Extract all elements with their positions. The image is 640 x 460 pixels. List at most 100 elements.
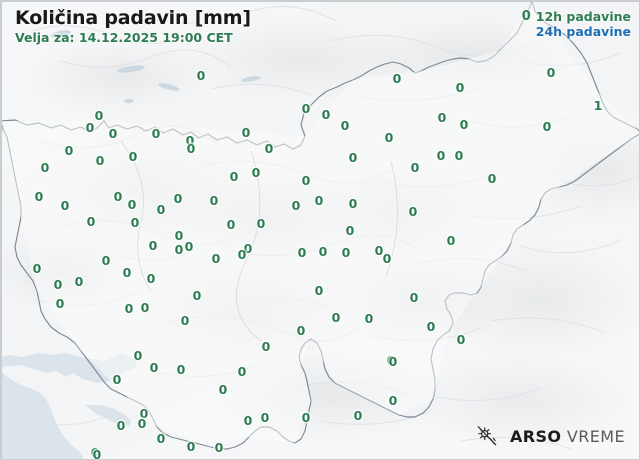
station-value-marker[interactable]: 0 — [256, 216, 266, 231]
station-value-marker[interactable]: 0 — [173, 191, 183, 206]
station-value-marker[interactable]: 0 — [128, 149, 138, 164]
station-value-marker[interactable]: 0 — [437, 110, 447, 125]
station-value-marker[interactable]: 0 — [137, 416, 147, 431]
station-value-marker[interactable]: 0 — [101, 253, 111, 268]
station-value-marker[interactable]: 0 — [301, 173, 311, 188]
station-value-marker[interactable]: 0 — [122, 265, 132, 280]
station-value-marker[interactable]: 0 — [196, 68, 206, 83]
station-value-marker[interactable]: 0 — [487, 171, 497, 186]
station-value-marker[interactable]: 0 — [374, 243, 384, 258]
station-value-marker[interactable]: 0 — [176, 362, 186, 377]
station-value-marker[interactable]: 0 — [348, 196, 358, 211]
station-value-marker[interactable]: 0 — [180, 313, 190, 328]
station-value-marker[interactable]: 0 — [214, 440, 224, 455]
station-value-marker[interactable]: 0 — [353, 408, 363, 423]
station-value-marker[interactable]: 0 — [546, 65, 556, 80]
station-value-marker[interactable]: 0 — [156, 202, 166, 217]
station-value-marker[interactable]: 0 — [149, 360, 159, 375]
station-value-marker[interactable]: 0 — [455, 80, 465, 95]
station-value-marker[interactable]: 0 — [318, 244, 328, 259]
station-value-marker[interactable]: 0 — [364, 311, 374, 326]
station-value-marker[interactable]: 0 — [408, 204, 418, 219]
station-value-marker[interactable]: 0 — [251, 165, 261, 180]
station-value-marker[interactable]: 0 — [314, 283, 324, 298]
station-value-marker[interactable]: 0 — [92, 447, 102, 460]
station-value-marker[interactable]: 0 — [426, 319, 436, 334]
station-value-marker[interactable]: 0 — [388, 354, 398, 369]
station-value-marker[interactable]: 0 — [340, 118, 350, 133]
station-value-marker[interactable]: 0 — [459, 117, 469, 132]
station-value-marker[interactable]: 0 — [34, 189, 44, 204]
station-value-marker[interactable]: 0 — [174, 228, 184, 243]
station-value-marker[interactable]: 0 — [261, 339, 271, 354]
station-value-marker[interactable]: 0 — [382, 251, 392, 266]
station-value-marker[interactable]: 0 — [392, 71, 402, 86]
station-value-marker[interactable]: 0 — [139, 406, 149, 421]
station-value-marker[interactable]: 0 — [341, 245, 351, 260]
station-value-marker[interactable]: 0 — [156, 431, 166, 446]
station-value-marker[interactable]: 0 — [116, 418, 126, 433]
station-value-marker[interactable]: 0 — [130, 215, 140, 230]
station-value-marker[interactable]: 0 — [542, 119, 552, 134]
station-value-marker[interactable]: 0 — [184, 239, 194, 254]
station-value-marker[interactable]: 0 — [186, 439, 196, 454]
station-value-marker[interactable]: 0 — [296, 323, 306, 338]
station-value-marker[interactable]: 0 — [454, 148, 464, 163]
station-value-marker[interactable]: 0 — [148, 238, 158, 253]
station-value-marker[interactable]: 0 — [331, 310, 341, 325]
station-value-marker[interactable]: 0 — [301, 101, 311, 116]
station-value-marker[interactable]: 0 — [60, 198, 70, 213]
station-value-marker[interactable]: 1 — [593, 98, 603, 113]
station-value-marker[interactable]: 0 — [386, 353, 396, 368]
station-value-marker[interactable]: 0 — [409, 290, 419, 305]
station-value-marker[interactable]: 0 — [226, 217, 236, 232]
station-value-marker[interactable]: 0 — [133, 348, 143, 363]
station-value-marker[interactable]: 0 — [113, 189, 123, 204]
station-value-marker[interactable]: 0 — [95, 153, 105, 168]
station-value-marker[interactable]: 0 — [151, 126, 161, 141]
station-value-marker[interactable]: 0 — [388, 393, 398, 408]
station-value-marker[interactable]: 0 — [384, 130, 394, 145]
station-value-marker[interactable]: 0 — [74, 274, 84, 289]
station-value-marker[interactable]: 0 — [301, 410, 311, 425]
station-value-marker[interactable]: 0 — [64, 143, 74, 158]
station-value-marker[interactable]: 0 — [243, 413, 253, 428]
station-value-marker[interactable]: 0 — [218, 382, 228, 397]
station-value-marker[interactable]: 0 — [85, 120, 95, 135]
station-value-marker[interactable]: 0 — [264, 141, 274, 156]
station-value-marker[interactable]: 0 — [124, 301, 134, 316]
station-value-marker[interactable]: 0 — [53, 277, 63, 292]
station-value-marker[interactable]: 0 — [229, 169, 239, 184]
station-value-marker[interactable]: 0 — [32, 261, 42, 276]
station-value-marker[interactable]: 0 — [86, 214, 96, 229]
station-value-marker[interactable]: 0 — [446, 233, 456, 248]
station-value-marker[interactable]: 0 — [237, 364, 247, 379]
station-value-marker[interactable]: 0 — [90, 445, 100, 460]
station-value-marker[interactable]: 0 — [185, 133, 195, 148]
station-value-marker[interactable]: 0 — [127, 197, 137, 212]
brand[interactable]: ARSO VREME — [476, 425, 625, 447]
station-value-marker[interactable]: 0 — [260, 410, 270, 425]
station-value-marker[interactable]: 0 — [40, 160, 50, 175]
station-value-marker[interactable]: 0 — [314, 193, 324, 208]
station-value-marker[interactable]: 0 — [174, 242, 184, 257]
station-value-marker[interactable]: 0 — [456, 332, 466, 347]
station-value-marker[interactable]: 0 — [146, 271, 156, 286]
station-value-marker[interactable]: 0 — [297, 245, 307, 260]
station-value-marker[interactable]: 0 — [192, 288, 202, 303]
station-value-marker[interactable]: 0 — [112, 372, 122, 387]
station-value-marker[interactable]: 0 — [237, 247, 247, 262]
station-value-marker[interactable]: 0 — [55, 296, 65, 311]
station-value-marker[interactable]: 0 — [243, 241, 253, 256]
station-value-marker[interactable]: 0 — [94, 108, 104, 123]
station-value-marker[interactable]: 0 — [291, 198, 301, 213]
station-value-marker[interactable]: 0 — [186, 141, 196, 156]
station-value-marker[interactable]: 0 — [321, 107, 331, 122]
station-value-marker[interactable]: 0 — [348, 150, 358, 165]
station-value-marker[interactable]: 0 — [410, 160, 420, 175]
station-value-marker[interactable]: 0 — [345, 223, 355, 238]
station-value-marker[interactable]: 0 — [108, 126, 118, 141]
station-value-marker[interactable]: 0 — [241, 125, 251, 140]
station-value-marker[interactable]: 0 — [209, 193, 219, 208]
